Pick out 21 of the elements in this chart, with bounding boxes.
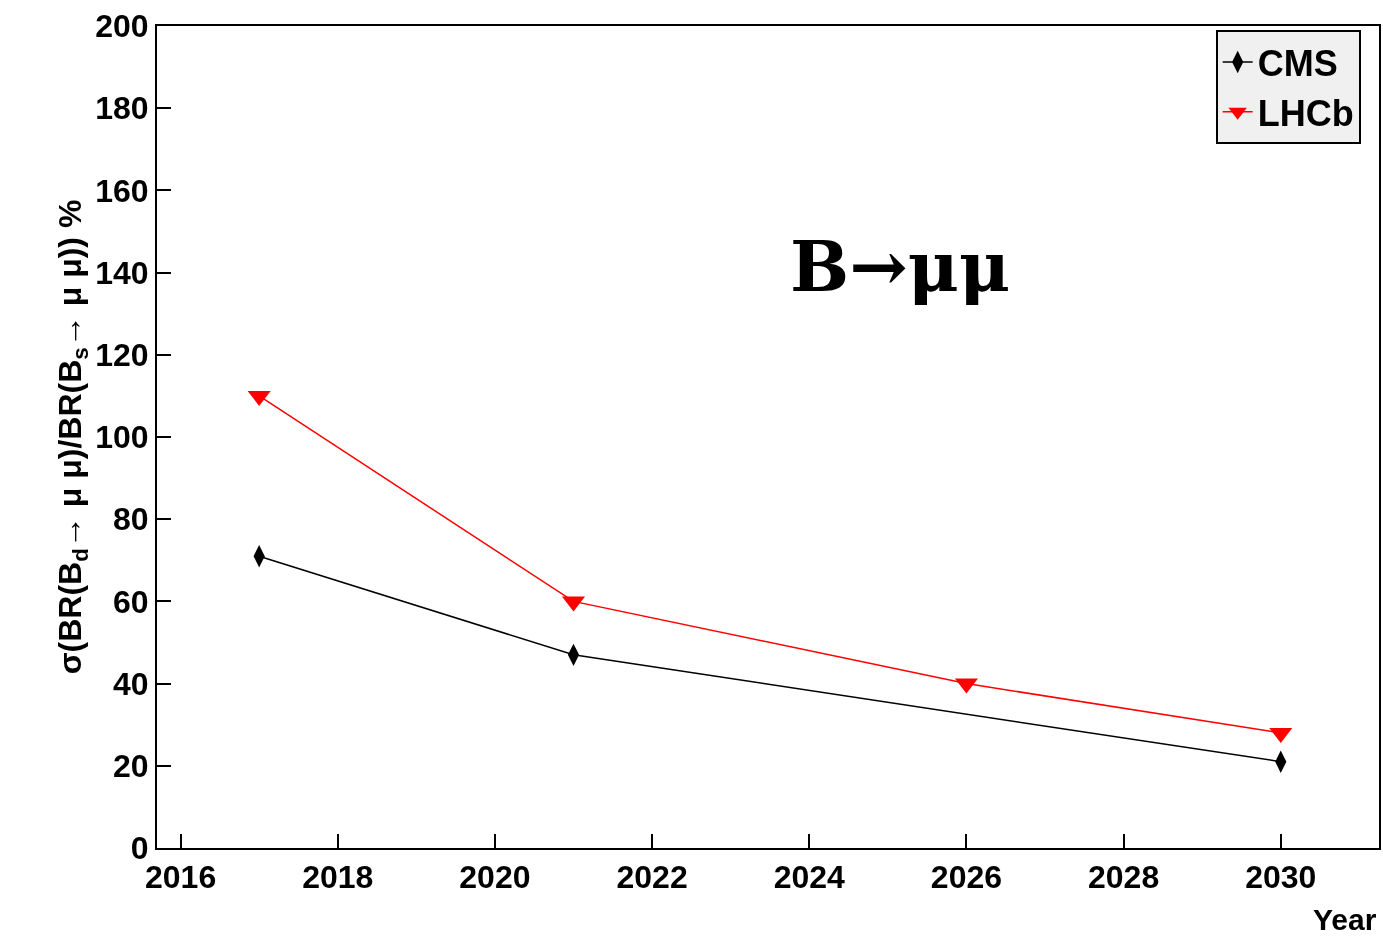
x-tick-label: 2020 — [459, 859, 531, 896]
y-tick-label: 100 — [95, 419, 149, 456]
y-tick-label: 200 — [95, 8, 149, 45]
x-axis-title: Year — [1313, 903, 1377, 936]
y-tick-label: 180 — [95, 90, 149, 127]
x-tick-label: 2018 — [302, 859, 374, 896]
y-tick-label: 80 — [113, 501, 149, 538]
x-tick-label: 2022 — [616, 859, 688, 896]
x-tick-label: 2024 — [773, 859, 846, 896]
x-tick-label: 2026 — [930, 859, 1003, 896]
y-tick-label: 120 — [95, 337, 149, 373]
y-tick-label: 60 — [113, 583, 149, 620]
x-tick-label: 2030 — [1245, 859, 1317, 896]
x-tick-label: 2028 — [1088, 859, 1160, 896]
y-tick-label: 40 — [113, 665, 149, 702]
y-tick-label: 160 — [95, 172, 149, 209]
legend-label: LHCb — [1257, 92, 1354, 134]
y-tick-label: 20 — [113, 748, 149, 784]
y-tick-label: 140 — [95, 254, 149, 291]
annotation: B→μμ — [790, 225, 1011, 308]
legend-label: CMS — [1257, 43, 1338, 85]
